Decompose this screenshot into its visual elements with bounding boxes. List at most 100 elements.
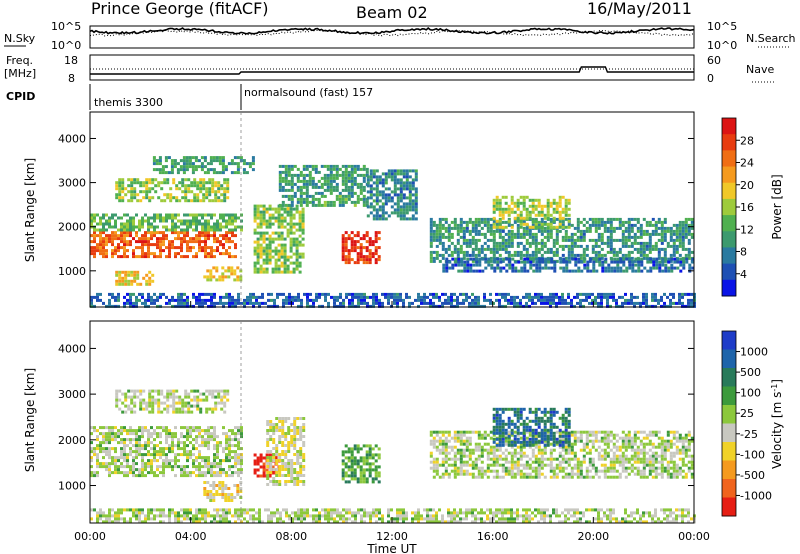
power-cell xyxy=(292,207,296,211)
velocity-cell xyxy=(130,401,134,405)
power-cell xyxy=(639,247,643,251)
velocity-cell xyxy=(121,401,125,405)
power-cell xyxy=(505,263,509,267)
power-cell xyxy=(196,187,200,191)
power-cell xyxy=(642,253,646,257)
velocity-cell xyxy=(135,438,138,442)
power-cell xyxy=(393,181,397,185)
power-cell xyxy=(525,250,529,254)
power-cell xyxy=(306,301,309,305)
power-cell xyxy=(335,176,339,180)
power-cell xyxy=(166,193,170,197)
power-cell xyxy=(468,304,471,308)
power-cell xyxy=(483,232,487,236)
power-cell xyxy=(136,270,140,274)
power-cell xyxy=(171,228,174,232)
power-cell xyxy=(672,301,675,305)
power-cell xyxy=(501,195,505,199)
velocity-cell xyxy=(222,471,225,475)
velocity-cell xyxy=(299,438,303,441)
velocity-cell xyxy=(150,441,153,445)
velocity-cell xyxy=(221,496,225,499)
power-cell xyxy=(513,220,517,224)
velocity-cell xyxy=(144,474,147,478)
power-cell xyxy=(492,244,496,248)
power-cell xyxy=(666,304,669,308)
power-cell xyxy=(183,298,186,302)
power-cell xyxy=(522,235,526,239)
power-cell xyxy=(579,292,582,296)
power-cell xyxy=(161,171,165,175)
power-cell xyxy=(192,295,195,299)
power-cell xyxy=(462,220,466,224)
power-cell xyxy=(498,222,502,226)
velocity-cell xyxy=(195,426,198,430)
power-cell xyxy=(123,243,126,247)
power-cell xyxy=(93,219,96,223)
power-cell xyxy=(460,263,464,267)
power-cell xyxy=(387,298,390,302)
power-cell xyxy=(612,238,616,242)
power-cell xyxy=(243,298,246,302)
power-cell xyxy=(630,256,634,260)
power-cell xyxy=(323,164,327,168)
power-cell xyxy=(447,238,451,242)
station-title: Prince George (fitACF) xyxy=(91,0,269,18)
power-cell xyxy=(595,269,599,273)
power-cell xyxy=(535,260,539,264)
power-cell xyxy=(381,193,385,197)
velocity-cell xyxy=(153,459,156,463)
power-cell xyxy=(289,207,293,211)
velocity-cell xyxy=(269,429,273,432)
power-cell xyxy=(292,225,296,229)
power-cell xyxy=(652,263,656,267)
velocity-cell xyxy=(256,456,260,460)
velocity-cell xyxy=(453,430,457,434)
velocity-cell xyxy=(236,487,240,490)
power-cell xyxy=(287,170,291,174)
power-cell xyxy=(184,190,188,194)
power-cell xyxy=(598,263,602,267)
velocity-cell xyxy=(186,453,189,457)
power-cell xyxy=(214,196,218,200)
power-cell xyxy=(669,229,673,233)
power-cell xyxy=(621,232,625,236)
power-cell xyxy=(280,264,284,268)
power-cell xyxy=(573,244,577,248)
velocity-cell xyxy=(150,465,153,469)
velocity-cell xyxy=(198,450,201,454)
power-cell xyxy=(117,298,120,302)
power-cell xyxy=(634,257,638,261)
power-cell xyxy=(203,275,207,279)
power-cell xyxy=(177,213,180,217)
power-cell xyxy=(359,167,363,171)
power-cell xyxy=(326,200,330,204)
power-cell xyxy=(480,304,483,308)
power-cell xyxy=(168,228,171,232)
power-cell xyxy=(233,162,237,166)
power-cell xyxy=(579,304,582,308)
power-cell xyxy=(290,173,294,177)
power-cell xyxy=(561,223,565,227)
power-cell xyxy=(237,225,240,229)
power-cell xyxy=(528,292,531,296)
power-cell xyxy=(271,249,275,253)
power-cell xyxy=(516,241,520,245)
velocity-cell xyxy=(108,426,111,430)
power-cell xyxy=(549,247,553,251)
power-cell xyxy=(277,216,281,220)
power-cell xyxy=(371,252,375,256)
power-cell xyxy=(378,175,382,179)
power-cell xyxy=(102,237,105,241)
velocity-cell xyxy=(206,490,210,493)
velocity-cell xyxy=(253,471,257,475)
power-cell xyxy=(194,168,198,172)
power-cell xyxy=(396,172,400,176)
power-cell xyxy=(510,238,514,242)
power-cell xyxy=(210,292,213,296)
power-cell xyxy=(173,165,177,169)
power-cell xyxy=(670,263,674,267)
power-cell xyxy=(651,295,654,299)
power-cell xyxy=(513,204,517,208)
power-cell xyxy=(156,255,159,259)
